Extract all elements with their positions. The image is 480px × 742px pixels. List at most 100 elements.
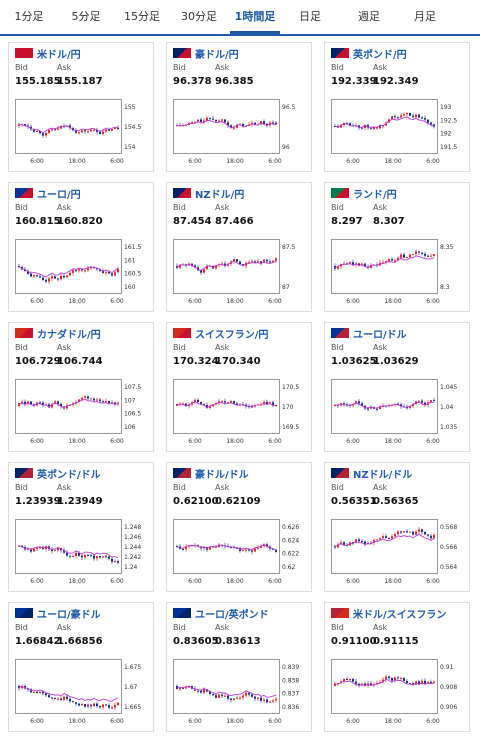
bid-label: Bid [331,63,344,72]
candle-body [266,699,268,703]
currency-pair-link[interactable]: 米ドル/円 [15,46,81,61]
currency-card[interactable]: ユーロ/円 Bid 160.815 Ask 160.820 161.5 161 160.5 16… [8,182,154,312]
currency-pair-link[interactable]: 豪ドル/ドル [173,466,249,481]
tab-5[interactable]: 日足 [299,10,321,23]
tab-2[interactable]: 15分足 [124,10,160,23]
tab-3[interactable]: 30分足 [181,10,217,23]
currency-card[interactable]: ユーロ/ドル Bid 1.03625 Ask 1.03629 1.045 1.04 1.035… [324,322,470,452]
chart-frame [331,519,438,574]
tab-1[interactable]: 5分足 [71,10,101,23]
tab-6[interactable]: 週足 [358,10,380,23]
candle-body [385,536,387,539]
currency-pair-link[interactable]: 豪ドル/円 [173,46,239,61]
currency-card[interactable]: ランド/円 Bid 8.297 Ask 8.307 8.35 8.3 6:00 18:00 6:0… [324,182,470,312]
x-tick-label: 6:00 [110,158,124,165]
bid-label: Bid [173,203,186,212]
candle-body [272,122,274,124]
candle-body [391,116,393,120]
currency-card[interactable]: ユーロ/豪ドル Bid 1.66842 Ask 1.66856 1.675 1.67 1.66… [8,602,154,732]
currency-pair-link[interactable]: ユーロ/豪ドル [15,606,101,621]
x-tick-label: 6:00 [30,578,44,585]
x-tick-label: 18:00 [226,438,243,445]
candle-body [343,679,345,682]
x-tick-label: 6:00 [110,578,124,585]
flag-icon [173,608,191,618]
candle-body [221,694,223,696]
candle-body [430,682,432,684]
currency-card[interactable]: NZドル/ドル Bid 0.56351 Ask 0.56365 0.568 0.566 0.5… [324,462,470,592]
ask-label: Ask [373,483,388,492]
candle-body [394,534,396,537]
candle-body [221,401,223,403]
y-tick-label: 154.5 [124,124,141,131]
candle-body [242,550,244,552]
currency-card[interactable]: 英ポンド/円 Bid 192.339 Ask 192.349 193 192.5 192 191… [324,42,470,172]
currency-card[interactable]: 豪ドル/ドル Bid 0.62100 Ask 0.62109 0.626 0.624 0.62… [166,462,312,592]
bid-value: 0.91100 [331,636,377,647]
candle-body [266,259,268,262]
candle-body [433,254,435,256]
candle-body [185,264,187,266]
candle-body [27,271,29,274]
candle-body [197,399,199,403]
candle-body [358,683,360,686]
candle-body [391,536,393,539]
candle-body [424,118,426,120]
currency-card[interactable]: 米ドル/スイスフラン Bid 0.91100 Ask 0.91115 0.91 0.908 0… [324,602,470,732]
candle-body [105,556,107,558]
currency-pair-link[interactable]: カナダドル/円 [15,326,101,341]
y-tick-label: 169.5 [282,424,299,431]
currency-card[interactable]: 米ドル/円 Bid 155.185 Ask 155.187 155 154.5 154 6:00… [8,42,154,172]
candle-body [343,403,345,405]
currency-pair-link[interactable]: NZドル/ドル [331,466,412,481]
y-tick-label: 160.5 [124,271,141,278]
x-tick-label: 18:00 [384,578,401,585]
currency-card[interactable]: 英ポンド/ドル Bid 1.23939 Ask 1.23949 1.248 1.246 1.2… [8,462,154,592]
currency-pair-link[interactable]: スイスフラン/円 [173,326,268,341]
ask-value: 1.23949 [57,496,103,507]
candle-body [114,561,116,563]
currency-card[interactable]: NZドル/円 Bid 87.454 Ask 87.466 87.5 87 6:00 18:00 6… [166,182,312,312]
ask-value: 87.466 [215,216,254,227]
currency-card[interactable]: ユーロ/英ポンド Bid 0.83605 Ask 0.83613 0.839 0.838 0.… [166,602,312,732]
tab-7[interactable]: 月足 [414,10,436,23]
currency-pair-link[interactable]: 英ポンド/円 [331,46,407,61]
y-tick-label: 192 [440,131,452,138]
candle-body [230,125,232,129]
currency-pair-link[interactable]: ユーロ/ドル [331,326,407,341]
currency-card[interactable]: カナダドル/円 Bid 106.729 Ask 106.744 107.5 107 106.5… [8,322,154,452]
bid-label: Bid [15,343,28,352]
tab-4[interactable]: 1時間足 [230,0,280,34]
currency-card[interactable]: 豪ドル/円 Bid 96.378 Ask 96.385 96.5 96 6:00 18:00 6:… [166,42,312,172]
currency-pair-link[interactable]: 英ポンド/ドル [15,466,101,481]
currency-pair-link[interactable]: ユーロ/円 [15,186,81,201]
currency-pair-link[interactable]: ランド/円 [331,186,397,201]
candle-body [266,123,268,126]
candle-body [48,695,50,698]
x-tick-label: 18:00 [384,158,401,165]
candle-body [236,259,238,262]
currency-pair-link[interactable]: 米ドル/スイスフラン [331,606,446,621]
candle-body [340,264,342,267]
currency-pair-link[interactable]: ユーロ/英ポンド [173,606,269,621]
candle-body [102,704,104,708]
candle-body [54,550,56,552]
tab-0[interactable]: 1分足 [14,10,44,23]
ask-value: 8.307 [373,216,405,227]
candle-body [215,265,217,269]
candle-body [424,680,426,684]
currency-card[interactable]: スイスフラン/円 Bid 170.324 Ask 170.340 170.5 170 169.… [166,322,312,452]
candle-body [203,689,205,693]
currency-pair-link[interactable]: NZドル/円 [173,186,244,201]
moving-average-line [18,398,119,409]
candle-body [367,408,369,410]
candle-body [272,402,274,406]
chart-frame [15,379,122,434]
y-tick-label: 0.568 [440,524,457,531]
x-tick-label: 6:00 [110,438,124,445]
candle-body [27,688,29,690]
candle-body [364,405,366,409]
y-tick-label: 1.035 [440,424,457,431]
